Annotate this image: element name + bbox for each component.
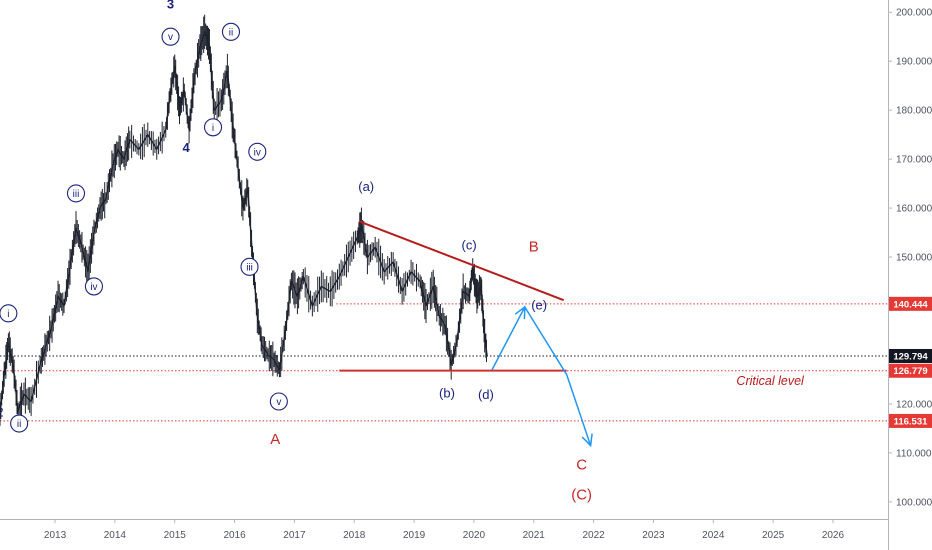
wave-label: (e) — [531, 298, 547, 313]
price-tick-label: 190.000 — [896, 57, 932, 68]
year-tick-label: 2016 — [223, 530, 246, 541]
price-badges-layer: 140.444 129.794 126.779 116.531 — [889, 296, 932, 428]
wave-label-circle — [269, 392, 288, 411]
wave-label-circle — [10, 414, 29, 433]
year-tick-label: 2015 — [164, 530, 187, 541]
price-badge-label: 129.794 — [893, 351, 928, 362]
wave-label-circled: i — [7, 309, 9, 320]
wave-label: A — [270, 431, 280, 448]
wave-label-circled: iv — [90, 282, 97, 293]
wave-label-circle — [161, 27, 180, 46]
wave-label-circle — [66, 184, 86, 203]
year-tick-label: 2017 — [283, 530, 306, 541]
wave-labels-layer: 342iiiiiiivviiiiviiivA(a)(b)(c)(d)(e)BC(… — [0, 0, 805, 504]
price-tick-label: 150.000 — [896, 253, 932, 264]
year-tick-label: 2019 — [403, 530, 426, 541]
wave-label: B — [529, 238, 539, 255]
wave-label: (d) — [478, 387, 494, 402]
year-tick-label: 2025 — [762, 530, 785, 541]
wave-label-circle — [84, 277, 103, 296]
projection-arrows-layer — [491, 305, 593, 448]
wave-label: (a) — [358, 179, 374, 194]
price-tick-label: 180.000 — [896, 106, 932, 117]
year-tick-label: 2021 — [523, 530, 546, 541]
wave-label-circle — [221, 22, 241, 41]
year-tick-label: 2024 — [702, 530, 725, 541]
wave-label-circle — [240, 257, 259, 276]
wave-label-circle — [248, 142, 267, 161]
arrow-head-icon — [514, 305, 526, 320]
wave-label-circled: iv — [254, 147, 261, 158]
wave-label-circled: v — [276, 397, 281, 408]
critical-level-note: Critical level — [736, 374, 805, 388]
wave-label-circled: v — [168, 32, 173, 43]
year-tick-label: 2026 — [822, 530, 845, 541]
price-tick-label: 100.000 — [896, 497, 932, 508]
price-series-layer — [0, 14, 488, 426]
price-badge — [889, 363, 932, 378]
wave-label: (b) — [439, 386, 455, 401]
price-badge — [889, 348, 932, 363]
year-tick-label: 2018 — [343, 530, 366, 541]
year-tick-label: 2014 — [104, 530, 127, 541]
price-badge-label: 140.444 — [893, 299, 928, 310]
wave-label-circled: iii — [246, 262, 253, 273]
price-badge — [889, 296, 932, 311]
year-tick-label: 2022 — [582, 530, 605, 541]
price-tick-label: 120.000 — [896, 399, 932, 410]
projection-path[interactable] — [491, 305, 592, 446]
price-tick-label: 170.000 — [896, 155, 932, 166]
trendlines-layer — [339, 220, 567, 372]
wave-label-circled: ii — [229, 27, 233, 38]
price-tick-label: 200.000 — [896, 8, 932, 19]
arrow-head-icon — [581, 433, 593, 448]
price-badge-label: 126.779 — [893, 366, 927, 377]
wave-label: (C) — [571, 487, 592, 504]
price-tick-label: 110.000 — [896, 448, 932, 459]
wave-label: C — [576, 457, 587, 474]
year-tick-label: 2013 — [44, 530, 67, 541]
trendline[interactable] — [358, 220, 565, 302]
wave-label-circled: i — [212, 123, 214, 134]
price-tick-label: 160.000 — [896, 204, 932, 215]
year-tick-label: 2023 — [642, 530, 665, 541]
wave-label-circled: iii — [73, 189, 80, 200]
wave-label-circled: ii — [17, 419, 21, 430]
wave-label-circle — [0, 304, 18, 323]
wave-label: (c) — [462, 237, 477, 252]
wave-label: 4 — [182, 140, 190, 155]
price-badge-label: 116.531 — [894, 416, 929, 427]
x-axis: 2013 2014 2015 2016 2017 2018 2019 2020 2021 2022… — [0, 519, 888, 541]
price-lines-layer — [0, 303, 888, 422]
wave-label-circle — [203, 118, 223, 137]
year-tick-label: 2020 — [463, 530, 486, 541]
wave-label: 3 — [167, 0, 174, 11]
price-badge — [889, 413, 932, 428]
wave-label: 2 — [0, 404, 4, 419]
